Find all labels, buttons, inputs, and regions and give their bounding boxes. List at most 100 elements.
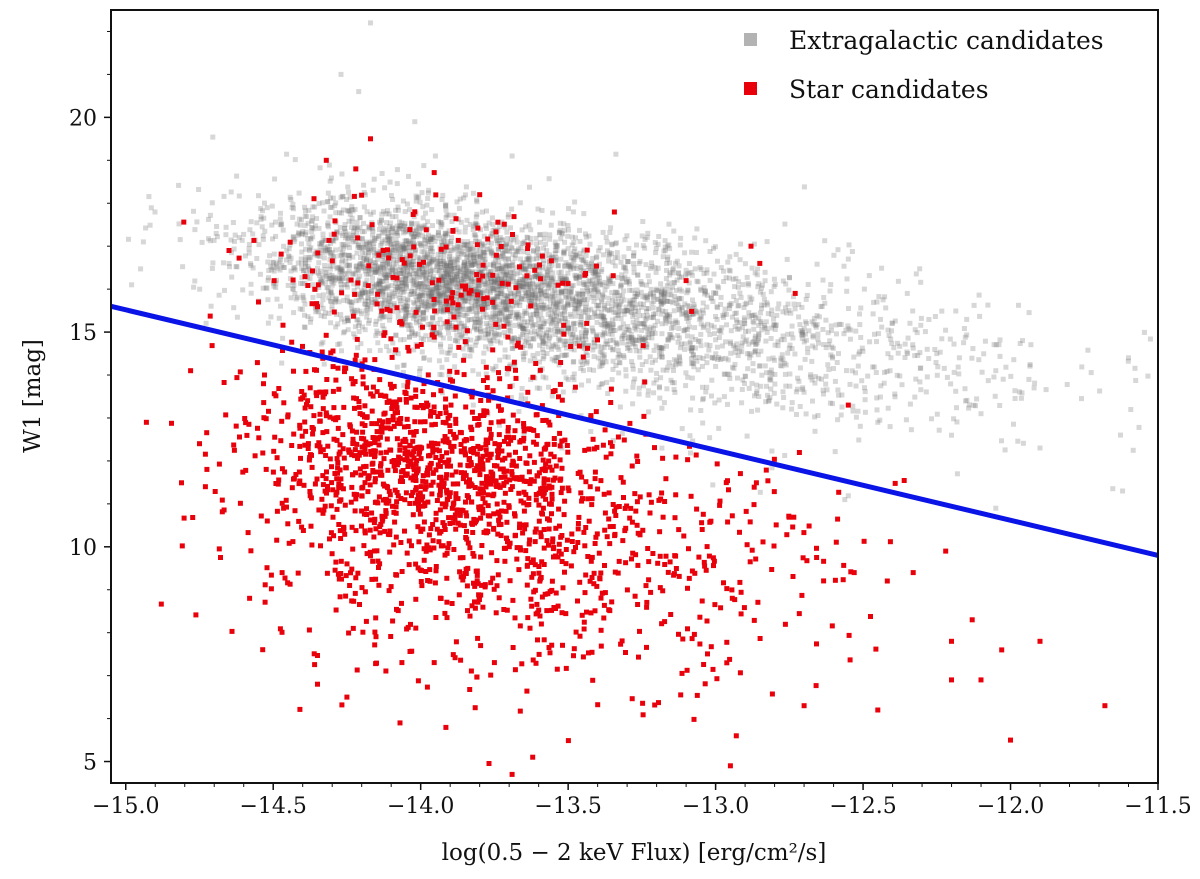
extragalactic-point [442,304,448,310]
extragalactic-point [412,247,418,253]
extragalactic-point [510,336,515,342]
extragalactic-point [345,207,350,213]
extragalactic-point [209,265,215,271]
extragalactic-point [536,295,542,301]
extragalactic-point [514,249,520,255]
extragalactic-point [301,267,307,273]
extragalactic-point [523,281,529,287]
extragalactic-point [586,291,592,297]
extragalactic-point [427,274,433,280]
extragalactic-point [389,289,395,295]
extragalactic-point [570,332,575,338]
extragalactic-point [365,224,371,230]
extragalactic-point [318,241,324,247]
extragalactic-point [559,316,565,322]
extragalactic-point [421,284,427,290]
star-point [591,570,597,576]
extragalactic-point [617,326,623,332]
extragalactic-point [370,232,375,238]
extragalactic-point [333,235,339,241]
extragalactic-point [702,289,708,295]
extragalactic-point [559,231,565,237]
extragalactic-point [698,315,704,321]
extragalactic-point [387,261,392,267]
star-point [511,475,517,481]
extragalactic-point [711,290,716,296]
extragalactic-point [708,322,714,328]
extragalactic-point [461,267,467,273]
extragalactic-point [441,252,447,258]
extragalactic-point [522,326,528,332]
extragalactic-point [504,299,510,305]
extragalactic-point [385,227,391,233]
extragalactic-point [690,297,695,303]
extragalactic-point [474,299,480,305]
extragalactic-point [616,360,622,366]
star-point [363,439,369,445]
extragalactic-point [370,187,376,193]
extragalactic-point [444,272,450,278]
extragalactic-point [561,308,567,314]
extragalactic-point [617,360,623,366]
extragalactic-point [544,296,550,302]
extragalactic-point [482,335,488,341]
extragalactic-point [443,302,449,308]
extragalactic-point [416,312,422,318]
extragalactic-point [348,299,354,305]
extragalactic-point [435,263,441,269]
extragalactic-point [757,289,763,295]
extragalactic-point [318,302,324,308]
extragalactic-point [665,298,671,304]
extragalactic-point [496,325,502,330]
extragalactic-point [619,431,625,436]
extragalactic-point [485,280,491,286]
extragalactic-point [373,321,379,327]
extragalactic-point [721,268,726,274]
extragalactic-point [429,258,435,264]
extragalactic-point [449,304,455,310]
extragalactic-point [704,267,710,273]
extragalactic-point [278,303,283,309]
extragalactic-point [884,369,890,374]
extragalactic-point [885,351,891,357]
extragalactic-point [766,397,772,403]
extragalactic-point [516,321,522,327]
extragalactic-point [487,288,493,294]
extragalactic-point [362,192,368,198]
extragalactic-point [941,365,947,371]
extragalactic-point [412,331,418,337]
extragalactic-point [624,308,630,313]
star-point [518,498,524,504]
extragalactic-point [361,190,367,195]
extragalactic-point [344,197,350,202]
extragalactic-point [831,252,837,258]
extragalactic-point [630,401,636,407]
extragalactic-point [886,333,892,338]
extragalactic-point [1019,390,1025,396]
extragalactic-point [415,254,421,260]
extragalactic-point [537,324,543,330]
extragalactic-point [376,264,382,270]
star-point [385,485,391,491]
extragalactic-point [504,321,510,327]
extragalactic-point [395,315,401,321]
extragalactic-point [708,295,714,301]
extragalactic-point [301,297,307,303]
extragalactic-point [583,260,589,265]
extragalactic-point [467,275,473,281]
extragalactic-point [1136,424,1142,430]
extragalactic-point [228,189,234,195]
extragalactic-point [739,349,745,355]
extragalactic-point [610,438,616,443]
extragalactic-point [483,371,489,377]
extragalactic-point [650,294,656,300]
extragalactic-point [842,497,848,503]
extragalactic-point [573,252,579,258]
extragalactic-point [841,331,847,337]
extragalactic-point [803,319,809,325]
extragalactic-point [474,211,480,217]
extragalactic-point [831,366,836,371]
extragalactic-point [376,281,381,287]
extragalactic-point [839,392,845,398]
extragalactic-point [569,295,575,301]
